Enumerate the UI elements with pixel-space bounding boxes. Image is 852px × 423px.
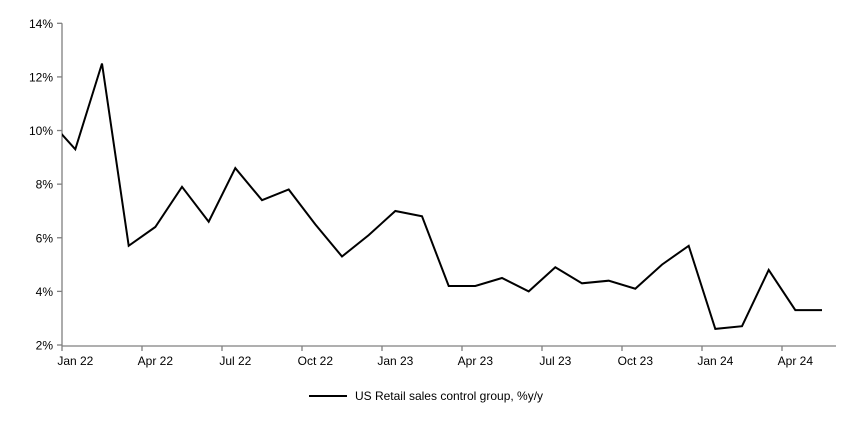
y-tick-label: 14% [29,17,53,31]
x-tick-label: Apr 22 [138,354,174,368]
legend: US Retail sales control group, %y/y [0,389,852,403]
y-tick-label: 12% [29,70,53,84]
y-tick-label: 4% [36,285,54,299]
y-tick-label: 6% [36,231,54,245]
series-line-retail-control-group [62,63,822,330]
y-tick-label: 2% [36,339,54,353]
x-tick-label: Jan 22 [57,354,93,368]
y-tick-label: 10% [29,124,53,138]
x-tick-label: Jan 24 [697,354,733,368]
x-tick-label: Apr 24 [778,354,814,368]
x-tick-label: Oct 23 [618,354,654,368]
x-tick-label: Oct 22 [298,354,334,368]
x-tick-label: Jan 23 [377,354,413,368]
x-tick-label: Jul 23 [539,354,571,368]
legend-label: US Retail sales control group, %y/y [354,389,544,403]
legend-line-swatch [308,395,347,397]
x-tick-label: Apr 23 [458,354,494,368]
plot-area: 2% 4% 6% 8% 10% 12% 14% Jan 22 Apr 22 Jul 22 Oct 2… [29,17,836,368]
x-tick-label: Jul 22 [219,354,251,368]
y-tick-label: 8% [36,178,54,192]
